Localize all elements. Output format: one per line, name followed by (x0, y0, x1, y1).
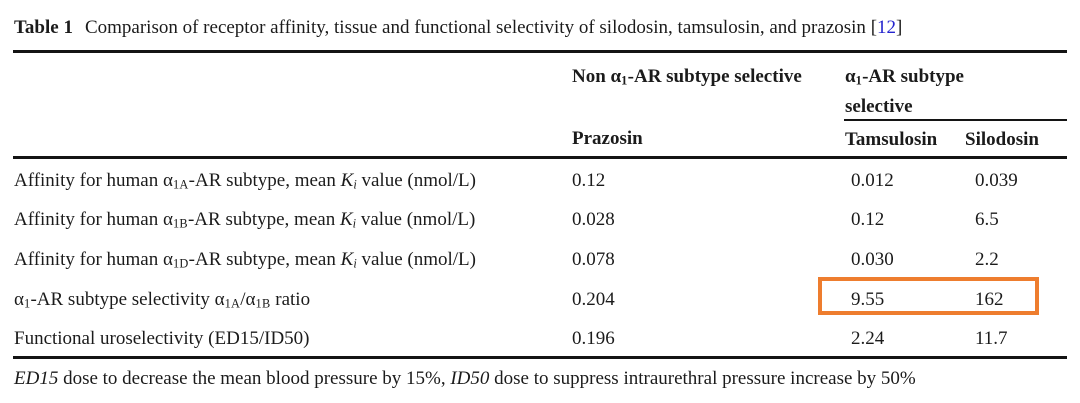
row-label: Functional uroselectivity (ED15/ID50) (14, 328, 310, 350)
value-cell: 0.12 (572, 169, 606, 191)
column-header-silodosin: Silodosin (965, 128, 1039, 150)
footnote: ED15 dose to decrease the mean blood pre… (14, 368, 916, 389)
table-row-selectivity-ratio: α1-AR subtype selectivity α1A/α1B ratio … (13, 278, 1067, 318)
value-cell: 0.039 (975, 169, 1018, 191)
table-row-uroselectivity: Functional uroselectivity (ED15/ID50) 0.… (13, 318, 1067, 358)
value-cell: 0.078 (572, 249, 615, 271)
table-caption-label: Table 1 (14, 17, 73, 38)
table-row-affinity-a1a: Affinity for human α1A-AR subtype, mean … (13, 158, 1067, 198)
table-caption: Table 1 Comparison of receptor affinity, … (14, 16, 902, 40)
citation-bracket-close: ] (896, 17, 903, 38)
row-label: α1-AR subtype selectivity α1A/α1B ratio (14, 288, 311, 311)
value-cell: 0.196 (572, 328, 615, 350)
empty-header-cell (13, 120, 571, 158)
value-cell: 0.028 (572, 209, 615, 231)
citation-bracket-open: [ (870, 17, 878, 38)
comparison-table: Non α1-AR subtype selective α1-AR subtyp… (13, 50, 1068, 360)
value-cell: 2.24 (851, 328, 885, 350)
group-header-selective: α1-AR subtype selective (844, 51, 1068, 121)
value-cell: 0.030 (851, 249, 894, 271)
column-header-prazosin: Prazosin (572, 128, 643, 150)
row-label: Affinity for human α1D-AR subtype, mean … (14, 248, 476, 271)
group-header-row: Non α1-AR subtype selective α1-AR subtyp… (13, 51, 1068, 121)
citation-link[interactable]: 12 (877, 17, 897, 38)
value-cell: 0.12 (851, 209, 885, 231)
row-label: Affinity for human α1A-AR subtype, mean … (14, 169, 476, 192)
value-cell-highlighted: 9.55 (851, 289, 885, 311)
column-header-tamsulosin: Tamsulosin (845, 128, 938, 150)
value-cell: 0.204 (572, 289, 615, 311)
column-header-row: Prazosin Tamsulosin Silodosin (13, 120, 1067, 158)
value-cell: 11.7 (975, 328, 1008, 350)
group-header-non-selective: Non α1-AR subtype selective (572, 66, 802, 88)
citation: [12] (871, 17, 903, 38)
value-cell: 6.5 (975, 209, 999, 231)
table-row-affinity-a1d: Affinity for human α1D-AR subtype, mean … (13, 238, 1067, 278)
table-row-affinity-a1b: Affinity for human α1B-AR subtype, mean … (13, 198, 1067, 238)
value-cell: 0.012 (851, 169, 894, 191)
value-cell: 2.2 (975, 249, 999, 271)
value-cell-highlighted: 162 (975, 289, 1004, 311)
table-caption-text: Comparison of receptor affinity, tissue … (84, 17, 866, 38)
row-label: Affinity for human α1B-AR subtype, mean … (14, 208, 476, 231)
empty-header-cell (13, 52, 571, 120)
